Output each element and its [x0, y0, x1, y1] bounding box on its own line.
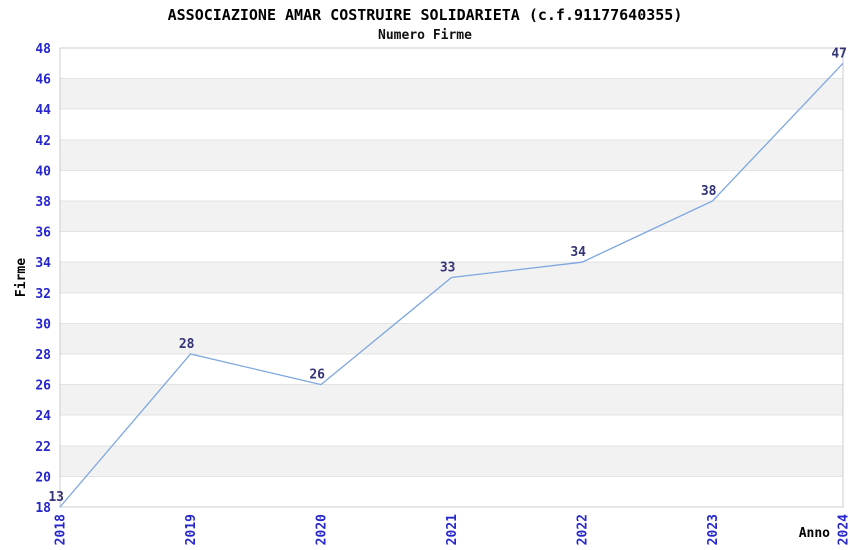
y-tick-label: 28	[35, 348, 51, 363]
y-tick-label: 34	[35, 256, 51, 271]
y-tick-label: 42	[35, 134, 51, 149]
data-label: 28	[179, 337, 195, 352]
data-label: 13	[48, 490, 64, 505]
y-tick-label: 38	[35, 195, 51, 210]
y-tick-label: 36	[35, 226, 51, 241]
chart-title: ASSOCIAZIONE AMAR COSTRUIRE SOLIDARIETA …	[167, 6, 683, 24]
data-label: 38	[701, 184, 717, 199]
plot-band	[60, 384, 843, 416]
y-tick-label: 20	[35, 470, 51, 485]
plot-band	[60, 139, 843, 171]
y-tick-label: 46	[35, 73, 51, 88]
x-tick-label: 2021	[445, 514, 460, 545]
x-tick-label: 2023	[706, 514, 721, 545]
y-tick-label: 26	[35, 379, 51, 394]
y-tick-label: 40	[35, 164, 51, 179]
plot-band	[60, 78, 843, 110]
y-tick-label: 44	[35, 103, 51, 118]
data-label: 33	[440, 261, 456, 276]
x-tick-label: 2019	[184, 514, 199, 545]
plot-band	[60, 445, 843, 477]
plot-band	[60, 323, 843, 354]
y-tick-label: 48	[35, 42, 51, 57]
plot-border	[59, 47, 844, 508]
y-tick-label: 22	[35, 440, 51, 455]
chart-subtitle: Numero Firme	[378, 28, 472, 43]
x-axis-label: Anno	[799, 526, 830, 541]
series-line	[59, 62, 844, 508]
data-label: 26	[309, 368, 325, 383]
y-tick-label: 18	[35, 501, 51, 516]
y-tick-label: 30	[35, 317, 51, 332]
plot-band	[60, 201, 843, 232]
y-tick-label: 32	[35, 287, 51, 302]
x-tick-label: 2024	[837, 514, 850, 545]
x-tick-label: 2020	[315, 514, 330, 545]
data-label: 47	[831, 46, 847, 61]
x-tick-label: 2018	[54, 514, 69, 545]
y-tick-label: 24	[35, 409, 51, 424]
y-axis-label: Firme	[14, 258, 29, 297]
x-tick-label: 2022	[576, 514, 591, 545]
data-label: 34	[570, 245, 586, 260]
